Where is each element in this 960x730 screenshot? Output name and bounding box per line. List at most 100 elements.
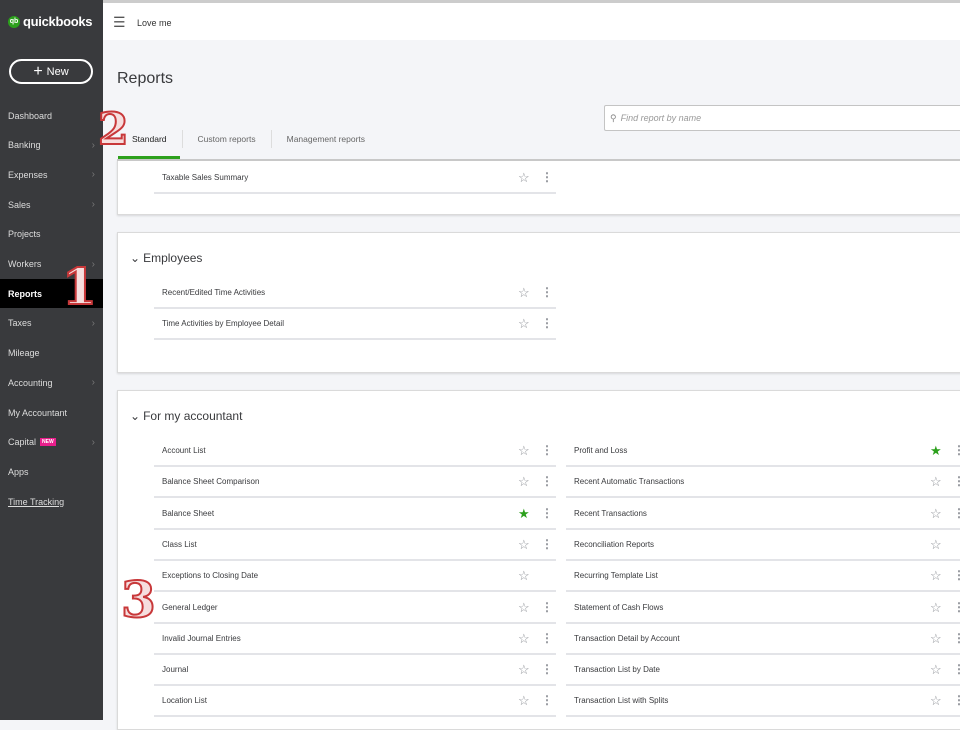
section-toggle-employees[interactable]: ⌄ Employees xyxy=(130,251,202,265)
report-name[interactable]: Journal xyxy=(162,665,189,675)
report-row[interactable]: Profit and Loss ★ ⋮ xyxy=(566,436,960,467)
report-row[interactable]: Transaction Detail by Account ☆ ⋮ xyxy=(566,624,960,655)
star-outline-icon[interactable]: ☆ xyxy=(518,536,530,552)
sidebar-item-sales[interactable]: Sales › xyxy=(0,190,103,219)
report-row[interactable]: Recent Automatic Transactions ☆ ⋮ xyxy=(566,467,960,499)
report-name[interactable]: Transaction List with Splits xyxy=(574,696,669,706)
more-options-icon[interactable]: ⋮ xyxy=(541,599,553,614)
report-row[interactable]: Reconciliation Reports ☆ xyxy=(566,530,960,561)
more-options-icon[interactable]: ⋮ xyxy=(953,474,960,489)
report-row[interactable]: Account List ☆ ⋮ xyxy=(154,436,556,467)
star-outline-icon[interactable]: ☆ xyxy=(930,505,942,521)
star-outline-icon[interactable]: ☆ xyxy=(518,285,530,300)
star-outline-icon[interactable]: ☆ xyxy=(518,170,530,185)
sidebar-item-expenses[interactable]: Expenses › xyxy=(0,160,103,189)
star-outline-icon[interactable]: ☆ xyxy=(930,568,942,584)
star-outline-icon[interactable]: ☆ xyxy=(518,693,530,709)
report-row[interactable]: Transaction List by Date ☆ ⋮ xyxy=(566,655,960,687)
more-options-icon[interactable]: ⋮ xyxy=(953,443,960,457)
star-filled-icon[interactable]: ★ xyxy=(930,443,942,458)
report-name[interactable]: Recent Transactions xyxy=(574,508,647,518)
report-name[interactable]: Transaction List by Date xyxy=(574,665,660,675)
sidebar-item-apps[interactable]: Apps xyxy=(0,457,103,486)
tab-management-reports[interactable]: Management reports xyxy=(286,134,366,144)
section-toggle-accountant[interactable]: ⌄ For my accountant xyxy=(130,409,242,423)
star-outline-icon[interactable]: ☆ xyxy=(930,599,942,615)
report-row[interactable]: Balance Sheet Comparison ☆ ⋮ xyxy=(154,467,556,499)
star-outline-icon[interactable]: ☆ xyxy=(518,630,530,646)
report-name[interactable]: Reconciliation Reports xyxy=(574,539,655,549)
report-row[interactable]: Transaction List with Splits ☆ ⋮ xyxy=(566,686,960,718)
report-name[interactable]: Balance Sheet Comparison xyxy=(162,477,260,487)
more-options-icon[interactable]: ⋮ xyxy=(541,630,553,645)
more-options-icon[interactable]: ⋮ xyxy=(953,630,960,645)
star-outline-icon[interactable]: ☆ xyxy=(930,662,942,678)
report-name[interactable]: Taxable Sales Summary xyxy=(162,173,249,182)
more-options-icon[interactable]: ⋮ xyxy=(541,474,553,489)
report-search-input[interactable]: ⚲ Find report by name xyxy=(604,105,960,131)
report-row[interactable]: Balance Sheet ★ ⋮ xyxy=(154,499,556,530)
more-options-icon[interactable]: ⋮ xyxy=(541,693,553,708)
report-name[interactable]: Statement of Cash Flows xyxy=(574,602,664,612)
report-row[interactable]: Invalid Journal Entries ☆ ⋮ xyxy=(154,624,556,655)
report-row[interactable]: Recurring Template List ☆ ⋮ xyxy=(566,561,960,593)
report-row[interactable]: Location List ☆ ⋮ xyxy=(154,686,556,718)
report-name[interactable]: Location List xyxy=(162,696,207,706)
hamburger-menu-icon[interactable]: ☰ xyxy=(113,14,126,30)
star-outline-icon[interactable]: ☆ xyxy=(930,536,942,552)
report-name[interactable]: General Ledger xyxy=(162,602,218,612)
report-row[interactable]: Recent/Edited Time Activities ☆ ⋮ xyxy=(154,278,556,309)
report-name[interactable]: Account List xyxy=(162,446,206,455)
star-outline-icon[interactable]: ☆ xyxy=(930,630,942,646)
more-options-icon[interactable]: ⋮ xyxy=(953,693,960,708)
more-options-icon[interactable]: ⋮ xyxy=(541,316,553,331)
report-row[interactable]: Journal ☆ ⋮ xyxy=(154,655,556,687)
more-options-icon[interactable]: ⋮ xyxy=(541,536,553,551)
star-outline-icon[interactable]: ☆ xyxy=(518,568,530,584)
sidebar-item-capital[interactable]: Capital NEW › xyxy=(0,428,103,457)
report-row[interactable]: Statement of Cash Flows ☆ ⋮ xyxy=(566,593,960,624)
tab-custom-reports[interactable]: Custom reports xyxy=(183,130,272,148)
sidebar-item-dashboard[interactable]: Dashboard xyxy=(0,101,103,130)
report-name[interactable]: Invalid Journal Entries xyxy=(162,633,241,643)
more-options-icon[interactable]: ⋮ xyxy=(953,599,960,614)
report-name[interactable]: Transaction Detail by Account xyxy=(574,633,680,643)
report-name[interactable]: Exceptions to Closing Date xyxy=(162,571,259,581)
sidebar-item-my-accountant[interactable]: My Accountant xyxy=(0,398,103,427)
report-name[interactable]: Recurring Template List xyxy=(574,571,658,581)
more-options-icon[interactable]: ⋮ xyxy=(953,662,960,677)
star-filled-icon[interactable]: ★ xyxy=(518,505,530,521)
tab-standard[interactable]: Standard xyxy=(117,130,183,148)
report-name[interactable]: Profit and Loss xyxy=(574,446,628,455)
sidebar-item-banking[interactable]: Banking › xyxy=(0,131,103,160)
sidebar-item-projects[interactable]: Projects xyxy=(0,220,103,249)
more-options-icon[interactable]: ⋮ xyxy=(541,170,553,184)
quickbooks-logo[interactable]: qb quickbooks xyxy=(8,14,93,29)
sidebar-item-mileage[interactable]: Mileage xyxy=(0,339,103,368)
more-options-icon[interactable]: ⋮ xyxy=(541,285,553,299)
star-outline-icon[interactable]: ☆ xyxy=(518,599,530,615)
report-name[interactable]: Time Activities by Employee Detail xyxy=(162,319,284,329)
star-outline-icon[interactable]: ☆ xyxy=(518,316,530,332)
star-outline-icon[interactable]: ☆ xyxy=(518,474,530,490)
report-name[interactable]: Recent/Edited Time Activities xyxy=(162,288,266,297)
report-row[interactable]: Recent Transactions ☆ ⋮ xyxy=(566,499,960,530)
report-name[interactable]: Recent Automatic Transactions xyxy=(574,477,685,487)
sidebar-item-workers[interactable]: Workers › xyxy=(0,250,103,279)
report-row[interactable]: Exceptions to Closing Date ☆ xyxy=(154,561,556,593)
report-row[interactable]: Time Activities by Employee Detail ☆ ⋮ xyxy=(154,309,556,341)
star-outline-icon[interactable]: ☆ xyxy=(930,693,942,709)
more-options-icon[interactable]: ⋮ xyxy=(541,662,553,677)
sidebar-item-accounting[interactable]: Accounting › xyxy=(0,368,103,397)
report-row[interactable]: General Ledger ☆ ⋮ xyxy=(154,593,556,624)
star-outline-icon[interactable]: ☆ xyxy=(930,474,942,490)
sidebar-item-time-tracking[interactable]: Time Tracking xyxy=(0,487,103,516)
sidebar-item-reports[interactable]: Reports xyxy=(0,279,103,309)
report-row[interactable]: Taxable Sales Summary ☆ ⋮ xyxy=(154,163,556,194)
report-row[interactable]: Class List ☆ ⋮ xyxy=(154,530,556,561)
new-button[interactable]: + New xyxy=(9,59,93,84)
sidebar-item-taxes[interactable]: Taxes › xyxy=(0,309,103,338)
report-name[interactable]: Class List xyxy=(162,539,197,549)
more-options-icon[interactable]: ⋮ xyxy=(541,443,553,457)
star-outline-icon[interactable]: ☆ xyxy=(518,443,530,458)
